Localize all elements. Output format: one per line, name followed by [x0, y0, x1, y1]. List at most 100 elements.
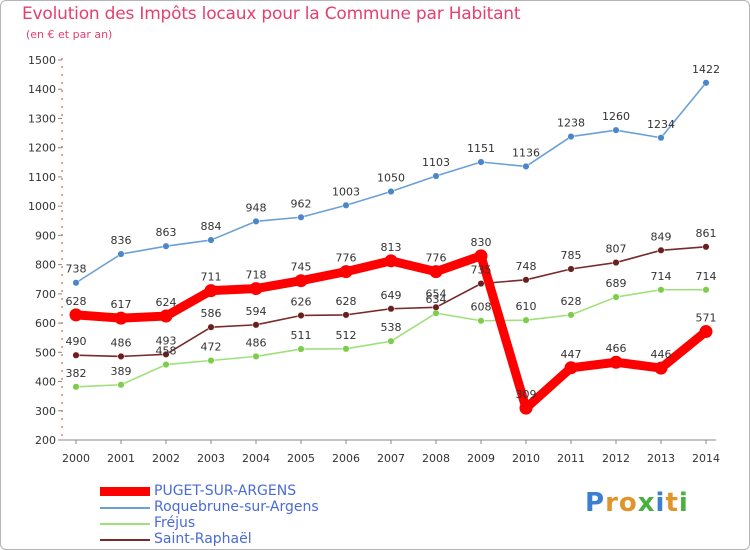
data-point	[522, 276, 530, 284]
data-point	[159, 309, 173, 323]
data-label: 309	[516, 388, 537, 401]
data-label: 466	[606, 342, 627, 355]
x-tick-label: 2001	[107, 452, 135, 465]
data-label: 446	[651, 348, 672, 361]
y-tick-label: 1200	[28, 142, 56, 155]
data-point	[342, 345, 350, 353]
data-label: 776	[336, 252, 357, 265]
data-label: 608	[471, 301, 492, 314]
data-point	[162, 361, 170, 369]
data-label: 1422	[692, 63, 720, 76]
logo-letter: i	[655, 488, 666, 518]
data-label: 628	[66, 295, 87, 308]
data-point	[294, 274, 308, 288]
data-point	[339, 265, 353, 279]
data-label: 745	[291, 261, 312, 274]
data-point	[207, 236, 215, 244]
x-tick-label: 2004	[242, 452, 270, 465]
data-point	[432, 172, 440, 180]
data-point	[384, 254, 398, 268]
data-label: 458	[156, 345, 177, 358]
data-label: 447	[561, 348, 582, 361]
data-point	[612, 293, 620, 301]
data-label: 617	[111, 298, 132, 311]
chart-subtitle: (en € et par an)	[26, 28, 113, 41]
legend-swatch	[100, 507, 150, 509]
data-point	[72, 279, 80, 287]
data-label: 836	[111, 234, 132, 247]
data-label: 382	[66, 367, 87, 380]
data-point	[474, 249, 488, 263]
data-point	[204, 284, 218, 298]
data-point	[207, 356, 215, 365]
y-tick-label: 800	[35, 259, 56, 272]
data-point	[252, 352, 260, 360]
data-point	[699, 325, 713, 339]
y-tick-label: 200	[35, 434, 56, 447]
x-tick-label: 2002	[152, 452, 180, 465]
data-label: 776	[426, 252, 447, 265]
logo-letter: t	[665, 488, 679, 518]
data-point	[522, 162, 530, 170]
data-point	[387, 337, 395, 345]
data-point	[249, 282, 263, 296]
data-label: 586	[201, 307, 222, 320]
data-label: 493	[156, 334, 177, 347]
data-label: 628	[561, 295, 582, 308]
data-point	[657, 246, 665, 254]
data-point	[564, 361, 578, 375]
logo-letter: r	[605, 488, 619, 518]
data-point	[252, 217, 260, 225]
data-point	[297, 311, 305, 320]
data-label: 1234	[647, 118, 675, 131]
data-point	[519, 401, 533, 415]
y-tick-label: 1500	[28, 54, 56, 67]
data-label: 472	[201, 340, 222, 353]
legend-label: PUGET-SUR-ARGENS	[154, 483, 297, 499]
legend-swatch	[100, 539, 150, 541]
legend-label: Saint-Raphaël	[154, 531, 252, 547]
data-point	[429, 265, 443, 279]
data-label: 863	[156, 226, 177, 239]
data-label: 389	[111, 365, 132, 378]
data-label: 735	[471, 264, 492, 277]
data-point	[477, 317, 485, 325]
x-tick-label: 2013	[647, 452, 675, 465]
data-label: 511	[291, 329, 312, 342]
data-label: 1151	[467, 142, 495, 155]
y-tick-label: 700	[35, 288, 56, 301]
data-label: 962	[291, 197, 312, 210]
y-tick-label: 300	[35, 405, 56, 418]
logo-letter: x	[637, 488, 656, 518]
logo-letter: o	[618, 488, 638, 518]
data-label: 1260	[602, 110, 630, 123]
data-point	[162, 350, 170, 358]
data-point	[657, 286, 665, 294]
x-tick-label: 2007	[377, 452, 405, 465]
y-tick-label: 900	[35, 229, 56, 242]
data-label: 861	[696, 227, 717, 240]
data-point	[69, 308, 83, 322]
data-label: 714	[651, 270, 672, 283]
data-label: 1136	[512, 146, 540, 159]
data-point	[567, 133, 575, 141]
data-label: 1238	[557, 117, 585, 130]
data-point	[114, 311, 128, 325]
x-tick-label: 2012	[602, 452, 630, 465]
data-label: 807	[606, 243, 627, 256]
data-point	[657, 134, 665, 142]
x-tick-label: 2009	[467, 452, 495, 465]
data-point	[342, 201, 350, 209]
data-point	[162, 242, 170, 250]
data-point	[612, 259, 620, 267]
x-tick-label: 2005	[287, 452, 315, 465]
data-label: 649	[381, 289, 402, 302]
data-point	[567, 311, 575, 319]
data-label: 738	[66, 263, 87, 276]
data-point	[702, 79, 710, 87]
x-tick-label: 2006	[332, 452, 360, 465]
data-point	[342, 311, 350, 319]
data-label: 1050	[377, 172, 405, 185]
